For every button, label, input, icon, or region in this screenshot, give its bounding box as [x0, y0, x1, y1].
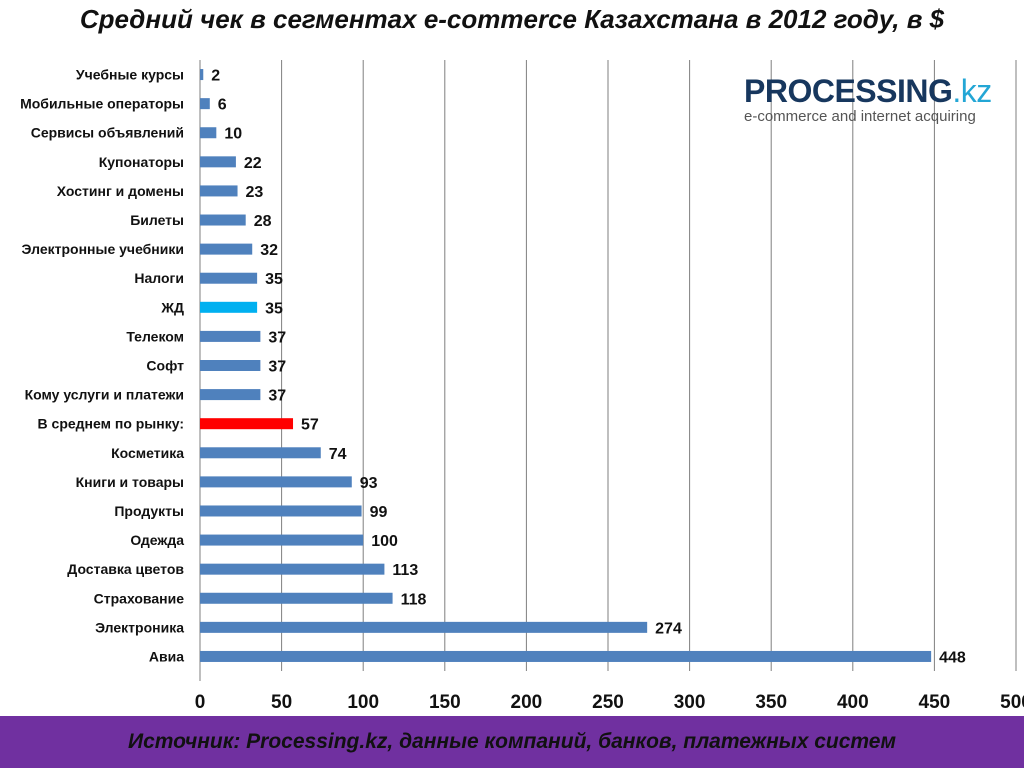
chart-title: Средний чек в сегментах e-commerce Казах…	[79, 4, 945, 34]
value-label: 274	[655, 620, 682, 637]
bar	[200, 69, 204, 81]
bars	[200, 69, 932, 662]
category-label: Авиа	[149, 648, 184, 664]
x-tick-label: 250	[592, 692, 624, 713]
x-tick-label: 350	[755, 692, 787, 713]
value-label: 6	[218, 97, 227, 114]
logo-tagline: e-commerce and internet acquiring	[744, 108, 976, 125]
value-label: 93	[360, 475, 378, 492]
x-tick-label: 300	[674, 692, 706, 713]
bar	[200, 185, 238, 197]
bar	[200, 243, 253, 255]
logo-suffix: .kz	[952, 73, 992, 109]
value-label: 22	[244, 155, 262, 172]
value-label: 100	[371, 533, 398, 550]
bar	[200, 272, 258, 284]
x-tick-label: 400	[837, 692, 869, 713]
category-label: Косметика	[111, 445, 184, 461]
bar	[200, 156, 236, 168]
category-label: Электроника	[95, 619, 184, 635]
bar	[200, 127, 217, 139]
bar	[200, 389, 261, 401]
value-label: 74	[329, 446, 347, 463]
value-label: 37	[268, 359, 286, 376]
x-tick-label: 200	[511, 692, 543, 713]
processing-kz-logo: PROCESSING.kz e-commerce and internet ac…	[744, 74, 1014, 126]
value-label: 35	[265, 300, 283, 317]
bar	[200, 650, 932, 662]
value-label: 10	[224, 126, 242, 143]
category-label: Доставка цветов	[67, 561, 184, 577]
value-label: 23	[246, 184, 264, 201]
category-label: Страхование	[94, 590, 185, 606]
logo-name: PROCESSING	[744, 73, 953, 109]
bar	[200, 98, 210, 110]
bar	[200, 534, 364, 546]
bar	[200, 360, 261, 371]
x-tick-label: 500	[1000, 692, 1024, 713]
value-label: 32	[260, 242, 278, 259]
bar	[200, 621, 648, 633]
bar	[200, 476, 352, 488]
x-tick-label: 150	[429, 692, 461, 713]
category-label: Продукты	[114, 503, 184, 519]
bar	[200, 301, 258, 313]
x-tick-label: 50	[271, 692, 292, 713]
value-label: 113	[392, 562, 418, 579]
category-label: Сервисы объявлений	[31, 125, 184, 141]
x-tick-label: 0	[195, 692, 206, 713]
value-label: 99	[370, 504, 388, 521]
value-label: 57	[301, 417, 319, 434]
category-label: Одежда	[130, 532, 184, 548]
category-label: В среднем по рынку:	[38, 416, 184, 432]
category-label: Электронные учебники	[22, 241, 184, 257]
bar	[200, 505, 362, 517]
bar	[200, 214, 246, 226]
value-label: 37	[268, 388, 286, 405]
category-label: ЖД	[160, 299, 184, 315]
bar-chart: Учебные курсы Мобильные операторы Сервисы …	[20, 60, 1024, 713]
value-label: 448	[939, 649, 966, 666]
bar	[200, 330, 261, 342]
gridlines	[199, 60, 1017, 681]
category-label: Телеком	[126, 328, 184, 344]
x-axis-ticks: 0 50 100 150 200 250 300 350 400 450 500	[195, 692, 1024, 713]
category-label: Учебные курсы	[76, 67, 184, 83]
value-label: 28	[254, 213, 272, 230]
value-label: 35	[265, 271, 283, 288]
value-label: 37	[268, 329, 286, 346]
value-label: 118	[401, 591, 427, 608]
logo-wordmark: PROCESSING.kz	[744, 74, 1014, 108]
category-label: Софт	[146, 358, 184, 374]
category-label: Книги и товары	[76, 474, 184, 490]
source-note: Источник: Processing.kz, данные компаний…	[127, 730, 897, 753]
category-label: Купонаторы	[99, 154, 184, 170]
bar	[200, 592, 393, 604]
bar	[200, 563, 385, 575]
footer-bar: Источник: Processing.kz, данные компаний…	[0, 716, 1024, 768]
category-label: Билеты	[130, 212, 184, 228]
category-label: Мобильные операторы	[20, 96, 184, 112]
category-labels: Учебные курсы Мобильные операторы Сервисы …	[20, 67, 184, 665]
category-label: Хостинг и домены	[57, 183, 184, 199]
x-tick-label: 100	[347, 692, 379, 713]
category-label: Налоги	[134, 270, 184, 286]
value-label: 2	[211, 68, 220, 85]
bar	[200, 447, 321, 459]
x-tick-label: 450	[919, 692, 951, 713]
category-label: Кому услуги и платежи	[25, 387, 184, 403]
bar	[200, 418, 294, 430]
